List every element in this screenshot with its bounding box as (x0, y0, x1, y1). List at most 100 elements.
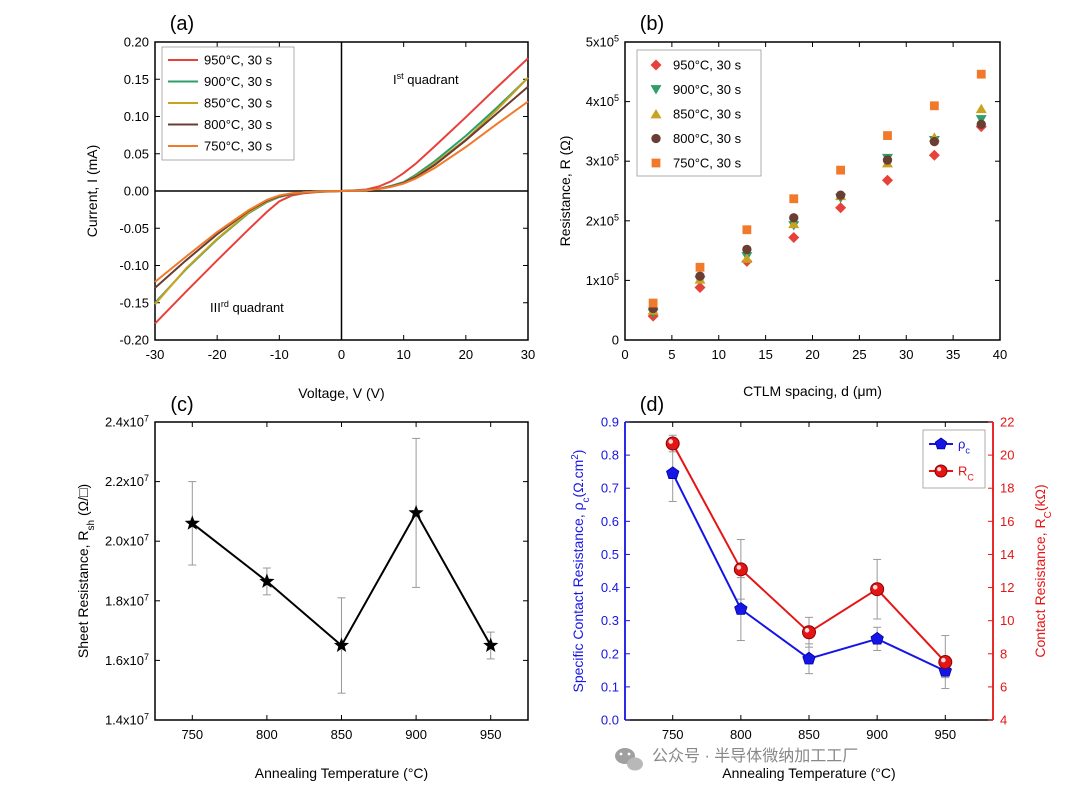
c-y-tick-label: 1.6x107 (105, 652, 149, 668)
d-point-s1 (733, 562, 748, 577)
d-point-s1 (802, 625, 816, 640)
d-y-left-tick-label: 0.7 (601, 481, 619, 496)
d-y-left-tick-label: 0.0 (601, 713, 619, 728)
b-point-s4 (976, 69, 986, 79)
d-legend-marker-0 (934, 437, 948, 450)
b-legend-marker-1 (650, 85, 662, 95)
d-point-s0 (802, 651, 816, 665)
b-point-s0 (788, 231, 800, 243)
d-legend-marker-1-highlight (937, 467, 942, 472)
d-x-tick-label: 850 (798, 727, 820, 742)
watermark: 公众号 · 半导体微纳加工工厂 (615, 747, 858, 771)
b-legend-label-3: 800°C, 30 s (673, 131, 742, 146)
d-point-s1-highlight (736, 565, 742, 570)
b-point-s4 (695, 262, 705, 272)
b-legend-label-2: 850°C, 30 s (673, 107, 742, 122)
d-point-s1 (870, 582, 885, 597)
a-legend-label-2: 850°C, 30 s (204, 96, 273, 111)
d-point-s1 (665, 436, 680, 451)
d-x-axis-label: Annealing Temperature (°C) (722, 765, 895, 781)
d-legend-label-0: ρc (958, 437, 970, 456)
b-point-s3 (835, 190, 846, 200)
b-y-tick-label: 3x105 (586, 153, 619, 169)
d-y-left-tick-label: 0.8 (601, 448, 619, 463)
a-x-tick-label: 20 (459, 347, 473, 362)
d-point-s0 (666, 466, 680, 479)
wechat-icon (615, 748, 643, 771)
c-x-tick-label: 800 (256, 727, 278, 742)
b-point-s3 (695, 271, 705, 281)
a-legend-label-1: 900°C, 30 s (204, 74, 273, 89)
b-point-s0 (835, 202, 847, 214)
b-y-tick-label: 1x105 (586, 272, 619, 288)
b-point-s3 (789, 213, 799, 223)
a-y-tick-label: 0.00 (124, 184, 149, 199)
d-y-left-axis-label: Specific Contact Resistance, ρc(Ω.cm2) (570, 450, 592, 693)
d-point-s0 (734, 602, 748, 615)
d-x-tick-label: 800 (730, 727, 752, 742)
a-x-tick-label: -20 (208, 347, 227, 362)
d-y-right-tick-label: 22 (1000, 415, 1014, 430)
d-y-left-tick-label: 0.2 (601, 646, 619, 661)
d-y-right-tick-label: 12 (1000, 580, 1014, 595)
c-point (333, 637, 350, 652)
a-legend-label-3: 800°C, 30 s (204, 117, 273, 132)
d-y-right-tick-label: 20 (1000, 448, 1014, 463)
b-legend-label-0: 950°C, 30 s (673, 58, 742, 73)
a-legend: 950°C, 30 s 900°C, 30 s 850°C, 30 s 800°C, … (161, 46, 295, 161)
b-legend-label-1: 900°C, 30 s (673, 82, 742, 97)
c-y-tick-label: 2.0x107 (105, 533, 149, 549)
b-point-s3 (976, 119, 986, 129)
d-legend-label-1: RC (958, 464, 974, 483)
d-x-tick-label: 950 (934, 727, 956, 742)
a-y-tick-label: 0.10 (124, 109, 149, 124)
b-y-axis-label: Resistance, R (Ω) (557, 136, 573, 247)
d-point-s1 (938, 655, 953, 670)
b-x-axis-label: CTLM spacing, d (μm) (743, 383, 882, 399)
d-legend-marker-1 (934, 464, 948, 478)
c-y-tick-label: 2.4x107 (105, 414, 149, 430)
d-legend: ρc RC (922, 429, 986, 489)
b-point-s0 (694, 282, 706, 294)
b-x-tick-label: 25 (852, 347, 866, 362)
c-x-tick-label: 750 (181, 727, 203, 742)
c-x-tick-label: 850 (331, 727, 353, 742)
d-point-s1-highlight (668, 439, 674, 444)
c-x-tick-label: 950 (480, 727, 502, 742)
b-legend-marker-2 (650, 109, 662, 119)
a-x-axis-label: Voltage, V (V) (298, 385, 384, 401)
b-point-s3 (929, 136, 940, 147)
d-y-right-tick-label: 14 (1000, 547, 1014, 562)
panel-d-contact-resistance: 750 800 850 900 950 0.0 0.1 0.2 0.3 0.4 0.5 0.6 0.7 0… (570, 394, 1054, 781)
b-x-tick-label: 5 (668, 347, 675, 362)
d-y-right-tick-label: 16 (1000, 514, 1014, 529)
c-y-tick-label: 1.8x107 (105, 592, 149, 608)
b-x-tick-label: 20 (805, 347, 819, 362)
d-point-s1-highlight (872, 584, 878, 590)
d-y-left-tick-label: 0.5 (601, 547, 619, 562)
c-point (184, 515, 200, 530)
d-x-tick-label: 900 (866, 727, 888, 742)
a-annotation-first-quadrant: Ist quadrant (393, 71, 459, 87)
d-y-right-tick-label: 6 (1000, 679, 1007, 694)
c-y-tick-label: 1.4x107 (105, 712, 149, 728)
b-point-s0 (882, 174, 893, 186)
b-y-tick-label: 2x105 (586, 212, 619, 228)
a-y-tick-label: -0.05 (119, 221, 149, 236)
a-series-line-4 (154, 100, 529, 283)
b-point-s4 (883, 131, 892, 140)
a-y-axis-label: Current, I (mA) (84, 145, 100, 238)
a-x-tick-label: -30 (146, 347, 165, 362)
d-y-left-tick-label: 0.4 (601, 580, 619, 595)
b-y-tick-label: 4x105 (586, 93, 619, 109)
b-x-tick-label: 35 (946, 347, 960, 362)
a-x-tick-label: 30 (521, 347, 535, 362)
d-x-tick-label: 750 (662, 727, 684, 742)
c-point (259, 573, 275, 588)
b-panel-label: (b) (640, 13, 664, 35)
b-x-tick-label: 30 (899, 347, 913, 362)
b-point-s3 (742, 244, 752, 255)
b-point-s2 (788, 218, 800, 229)
a-x-tick-label: 10 (396, 347, 410, 362)
